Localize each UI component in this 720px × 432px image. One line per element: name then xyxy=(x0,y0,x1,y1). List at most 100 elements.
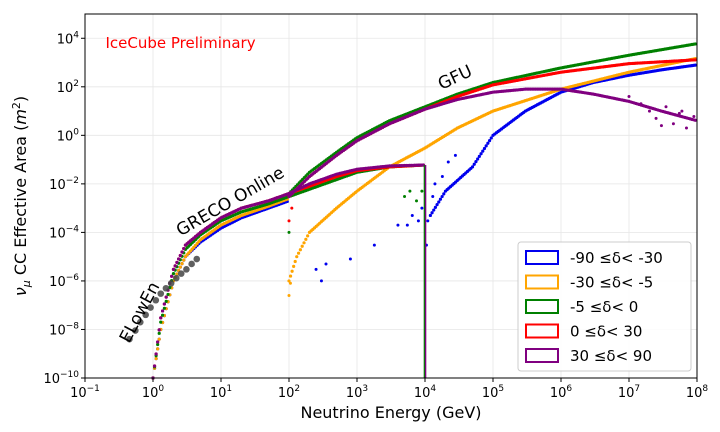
annotation-3: ELowEn xyxy=(116,279,165,346)
series-4-scatter-point xyxy=(647,109,651,113)
series-1-point xyxy=(180,262,184,266)
series-2-point xyxy=(159,320,163,324)
series-2-scatter-point xyxy=(415,199,418,203)
series-0-scatter-point xyxy=(319,279,323,283)
series-1-scatter-point xyxy=(287,294,291,298)
x-tick-label: 103 xyxy=(346,384,368,401)
series-0-scatter-point xyxy=(453,153,457,157)
x-axis-label: Neutrino Energy (GeV) xyxy=(300,403,481,422)
series-2-scatter-point xyxy=(287,230,291,234)
series-1-point xyxy=(306,234,310,238)
series-4-point xyxy=(171,267,176,271)
series-0-scatter-point xyxy=(396,223,400,227)
y-tick-label: 102 xyxy=(57,79,79,96)
series-3-point xyxy=(693,58,697,62)
series-0-point xyxy=(476,157,480,161)
series-0-point xyxy=(484,144,488,148)
legend-label: 30 ≤δ< 90 xyxy=(570,347,652,365)
series-4-scatter-point xyxy=(654,116,658,120)
legend-swatch xyxy=(525,274,559,290)
series-0-point xyxy=(482,146,487,151)
series-4-point xyxy=(152,364,157,368)
series-0-scatter-point xyxy=(405,223,409,227)
series-4-point xyxy=(164,295,168,299)
series-0-point xyxy=(442,192,446,196)
y-tick-label: 104 xyxy=(57,30,80,47)
elowen-points xyxy=(126,255,201,343)
series-4-point xyxy=(160,309,165,313)
plot-frame xyxy=(84,13,698,379)
series-1 xyxy=(151,57,697,380)
series-4-point xyxy=(182,246,186,251)
series-0-point xyxy=(432,208,436,212)
series-3-scatter-point xyxy=(290,206,294,210)
y-axis-label: νμ CC Effective Area (m2) xyxy=(10,96,33,296)
series-2-point xyxy=(157,331,161,335)
series-1-point xyxy=(293,259,297,264)
series-1-point xyxy=(304,237,308,241)
series-0-point xyxy=(470,165,475,169)
series-1-point xyxy=(296,251,301,255)
y-label-text: CC Effective Area ( xyxy=(11,125,30,281)
series-4-scatter-point xyxy=(627,94,631,98)
elowen-point xyxy=(132,327,139,334)
y-tick-label: 10−8 xyxy=(49,321,79,338)
series-4-point xyxy=(178,253,182,258)
series-0-scatter-point xyxy=(416,219,420,223)
legend-label: -30 ≤δ< -5 xyxy=(570,274,653,292)
series-0-scatter-point xyxy=(446,160,450,164)
series-1-point xyxy=(302,241,306,245)
series-1-point xyxy=(157,337,161,341)
elowen-point xyxy=(152,296,160,304)
series-1-point xyxy=(287,279,291,283)
legend-swatch xyxy=(525,299,559,314)
elowen-point xyxy=(183,266,190,273)
elowen-point xyxy=(136,318,144,326)
series-0-point xyxy=(472,162,476,166)
legend-entry-3: 0 ≤δ< 30 xyxy=(525,323,642,341)
series-1-point xyxy=(290,269,294,273)
y-label-unit-exp: 2 xyxy=(10,102,23,109)
series-4-point xyxy=(177,257,181,261)
y-tick-label: 10−10 xyxy=(43,370,79,387)
series-4-scatter-point xyxy=(671,122,675,126)
legend-entry-4: 30 ≤δ< 90 xyxy=(525,347,652,365)
x-tick-label: 108 xyxy=(686,384,709,401)
series-1-point xyxy=(154,356,158,361)
y-label-close: ) xyxy=(11,96,30,102)
series-1-point xyxy=(156,347,160,351)
series-0-scatter-point xyxy=(426,219,430,223)
series-1-point xyxy=(298,248,302,252)
series-0-scatter-point xyxy=(440,175,444,179)
legend-swatch xyxy=(525,323,559,339)
series-0-point xyxy=(474,160,478,164)
series-4-scatter-point xyxy=(659,124,663,128)
threshold-drop xyxy=(423,164,427,378)
series-0-scatter-point xyxy=(314,267,318,271)
elowen-point xyxy=(177,270,185,277)
elowen-point xyxy=(167,279,175,287)
series-4-scatter-point xyxy=(692,114,696,118)
series-0-scatter-point xyxy=(372,243,376,247)
series-0-point xyxy=(481,149,485,153)
series-0-point xyxy=(486,141,490,145)
series-0-point xyxy=(438,197,443,201)
annotation-0: IceCube Preliminary xyxy=(106,34,256,52)
series-4-point xyxy=(180,250,184,254)
series-4-scatter-point xyxy=(684,126,688,130)
series-2-point xyxy=(166,292,170,297)
x-tick-label: 106 xyxy=(550,384,573,401)
y-tick-label: 10−2 xyxy=(49,176,79,193)
series-4-scatter-point xyxy=(664,105,668,109)
series-0-point xyxy=(433,205,438,209)
series-2-point xyxy=(693,42,697,46)
series-0-point xyxy=(428,213,432,218)
series-2-point xyxy=(162,306,166,310)
series-0-scatter-point xyxy=(410,213,414,217)
series-0-scatter-point xyxy=(420,206,424,210)
legend-label: -5 ≤δ< 0 xyxy=(570,298,638,316)
series-4-point xyxy=(159,316,163,320)
series-0-point xyxy=(437,200,441,204)
x-tick-label: 102 xyxy=(278,384,300,401)
series-3-scatter-point xyxy=(287,219,291,223)
